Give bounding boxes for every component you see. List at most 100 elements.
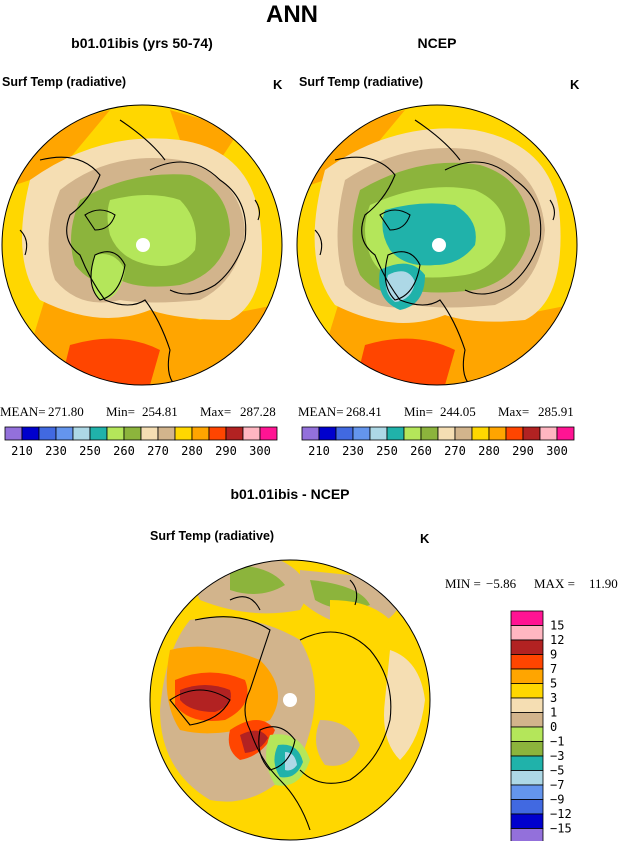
diff-colorbar-swatch — [510, 683, 544, 699]
panel2-colorbar-tick-label: 300 — [546, 444, 568, 458]
panel2-max-label: Max= — [498, 404, 529, 419]
panel2-colorbar-tick-label: 290 — [512, 444, 534, 458]
diff-colorbar-tick-label: 1 — [550, 706, 557, 720]
panel2-colorbar-tick-label: 270 — [444, 444, 466, 458]
diff-colorbar-swatch — [510, 741, 544, 757]
panel2-colorbar: 210 230 250 260 270 280 290 300 — [301, 426, 575, 458]
panel1-max-label: Max= — [200, 404, 231, 419]
panel2-colorbar-tick-label: 280 — [478, 444, 500, 458]
panel1-colorbar-tick-label: 230 — [45, 444, 67, 458]
panel1-colorbar-swatch — [89, 426, 108, 441]
panel1-colorbar: 210 230 250 260 270 280 290 300 — [4, 426, 278, 458]
diff-colorbar-swatch — [510, 610, 544, 626]
panel1-colorbar-swatch — [38, 426, 57, 441]
diff-colorbar-swatch — [510, 828, 544, 841]
page-title: ANN — [266, 1, 318, 28]
diff-units-label: K — [420, 531, 430, 546]
diff-variable-label: Surf Temp (radiative) — [150, 529, 274, 543]
diff-colorbar-swatch — [510, 697, 544, 713]
diff-colorbar-tick-label: 15 — [550, 619, 564, 633]
panel2-colorbar-swatch — [369, 426, 388, 441]
diff-colorbar-swatch — [510, 639, 544, 655]
panel1-max-value: 287.28 — [240, 404, 276, 419]
diff-colorbar-tick-label: 12 — [550, 633, 564, 647]
panel2-colorbar-swatch — [539, 426, 558, 441]
diff-colorbar-tick-label: 3 — [550, 691, 557, 705]
panel2-colorbar-swatch — [335, 426, 354, 441]
panel1-variable-label: Surf Temp (radiative) — [2, 75, 126, 89]
panel1-colorbar-tick-label: 280 — [181, 444, 203, 458]
diff-colorbar-swatch — [510, 784, 544, 800]
panel2-colorbar-swatch — [522, 426, 541, 441]
panel1-colorbar-swatch — [106, 426, 125, 441]
panel1-colorbar-tick-label: 290 — [215, 444, 237, 458]
panel1-colorbar-swatch — [174, 426, 193, 441]
panel1-colorbar-tick-label: 270 — [147, 444, 169, 458]
panel2-colorbar-swatch — [556, 426, 575, 441]
panel1-colorbar-tick-label: 210 — [11, 444, 33, 458]
panel2-colorbar-swatch — [403, 426, 422, 441]
panel1-mean-label: MEAN= — [0, 404, 46, 419]
panel1-stats: MEAN= 271.80 Min= 254.81 Max= 287.28 — [0, 404, 276, 419]
panel2-colorbar-tick-label: 250 — [376, 444, 398, 458]
diff-colorbar-tick-label: −3 — [550, 749, 564, 763]
panel2-stats: MEAN= 268.41 Min= 244.05 Max= 285.91 — [298, 404, 574, 419]
panel1-colorbar-swatch — [225, 426, 244, 441]
panel1-colorbar-swatch — [55, 426, 74, 441]
diff-min-label: MIN = — [445, 576, 481, 591]
panel2-variable-label: Surf Temp (radiative) — [299, 75, 423, 89]
panel1-colorbar-swatch — [259, 426, 278, 441]
panel2-colorbar-swatch — [352, 426, 371, 441]
panel1-min-value: 254.81 — [142, 404, 178, 419]
panel2-colorbar-swatch — [488, 426, 507, 441]
panel1-units-label: K — [273, 77, 283, 92]
diff-title: b01.01ibis - NCEP — [230, 486, 349, 502]
panel1-colorbar-swatch — [4, 426, 23, 441]
panel2-colorbar-tick-label: 260 — [410, 444, 432, 458]
panel1-colorbar-swatch — [157, 426, 176, 441]
panel1-min-label: Min= — [106, 404, 135, 419]
diff-colorbar-tick-label: 7 — [550, 662, 557, 676]
diff-colorbar-tick-label: −9 — [550, 793, 564, 807]
diff-minmax: MIN = −5.86 MAX = 11.90 — [445, 576, 618, 591]
panel1-colorbar-swatch — [208, 426, 227, 441]
panel1-colorbar-swatch — [191, 426, 210, 441]
diff-colorbar-swatch — [510, 770, 544, 786]
panel2-min-value: 244.05 — [440, 404, 476, 419]
panel2-colorbar-swatch — [386, 426, 405, 441]
panel2-colorbar-swatch — [471, 426, 490, 441]
diff-colorbar-swatch — [510, 813, 544, 829]
diff-colorbar-swatch — [510, 755, 544, 771]
panel2-units-label: K — [570, 77, 580, 92]
panel1-mean-value: 271.80 — [48, 404, 84, 419]
panel2-colorbar-tick-label: 230 — [342, 444, 364, 458]
panel1-colorbar-swatch — [242, 426, 261, 441]
panel1-colorbar-swatch — [123, 426, 142, 441]
diff-map — [149, 559, 431, 841]
panel1-colorbar-tick-label: 260 — [113, 444, 135, 458]
diff-colorbar-swatch — [510, 712, 544, 728]
diff-colorbar-tick-label: −5 — [550, 764, 564, 778]
panel2-colorbar-swatch — [318, 426, 337, 441]
panel2-mean-value: 268.41 — [346, 404, 382, 419]
panel1-colorbar-swatch — [140, 426, 159, 441]
panel2-max-value: 285.91 — [538, 404, 574, 419]
diff-colorbar-swatch — [510, 654, 544, 670]
diff-colorbar-tick-label: 5 — [550, 677, 557, 691]
panel2-colorbar-swatch — [420, 426, 439, 441]
panel2-model-title: NCEP — [418, 35, 457, 51]
diff-colorbar-tick-label: 9 — [550, 648, 557, 662]
panel2-colorbar-tick-label: 210 — [308, 444, 330, 458]
panel1-colorbar-tick-label: 300 — [249, 444, 271, 458]
diff-colorbar-swatch — [510, 799, 544, 815]
panel2-colorbar-swatch — [505, 426, 524, 441]
panel1-map — [1, 104, 283, 386]
diff-colorbar-tick-label: −12 — [550, 807, 572, 821]
panel2-colorbar-swatch — [437, 426, 456, 441]
diff-colorbar-tick-label: −1 — [550, 735, 564, 749]
diff-max-value: 11.90 — [589, 576, 618, 591]
diff-colorbar-swatch — [510, 668, 544, 684]
diff-colorbar-tick-label: 0 — [550, 720, 557, 734]
